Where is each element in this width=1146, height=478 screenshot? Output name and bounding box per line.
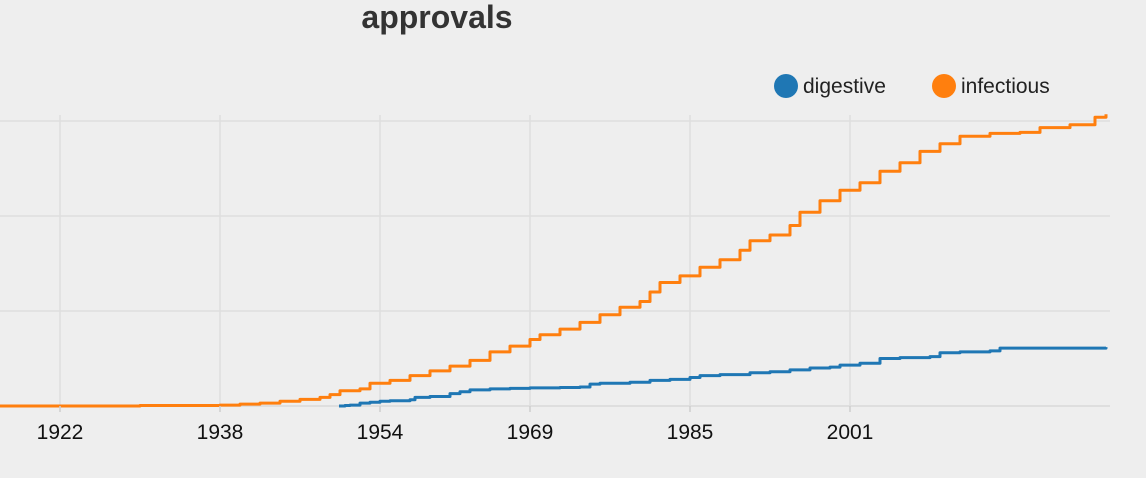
legend-label-infectious: infectious <box>961 75 1050 98</box>
x-axis: 1922 1938 1954 1969 1985 2001 <box>37 406 874 444</box>
series-line-digestive <box>339 346 1108 408</box>
legend[interactable]: digestive infectious <box>774 74 1050 98</box>
x-tick-label: 1969 <box>507 421 554 444</box>
legend-label-digestive: digestive <box>803 75 886 98</box>
x-tick-label: 1985 <box>667 421 714 444</box>
series-lines <box>0 114 1108 408</box>
grid-lines <box>0 115 1110 407</box>
series-line-infectious <box>0 114 1108 408</box>
x-tick-label: 1922 <box>37 421 84 444</box>
x-tick-label: 1954 <box>357 421 404 444</box>
legend-item-infectious[interactable]: infectious <box>932 74 1050 98</box>
x-tick-label: 2001 <box>827 421 874 444</box>
legend-marker-digestive <box>774 74 798 98</box>
legend-marker-infectious <box>932 74 956 98</box>
legend-item-digestive[interactable]: digestive <box>774 74 886 98</box>
chart-title: approvals <box>361 0 512 35</box>
x-tick-label: 1938 <box>197 421 244 444</box>
